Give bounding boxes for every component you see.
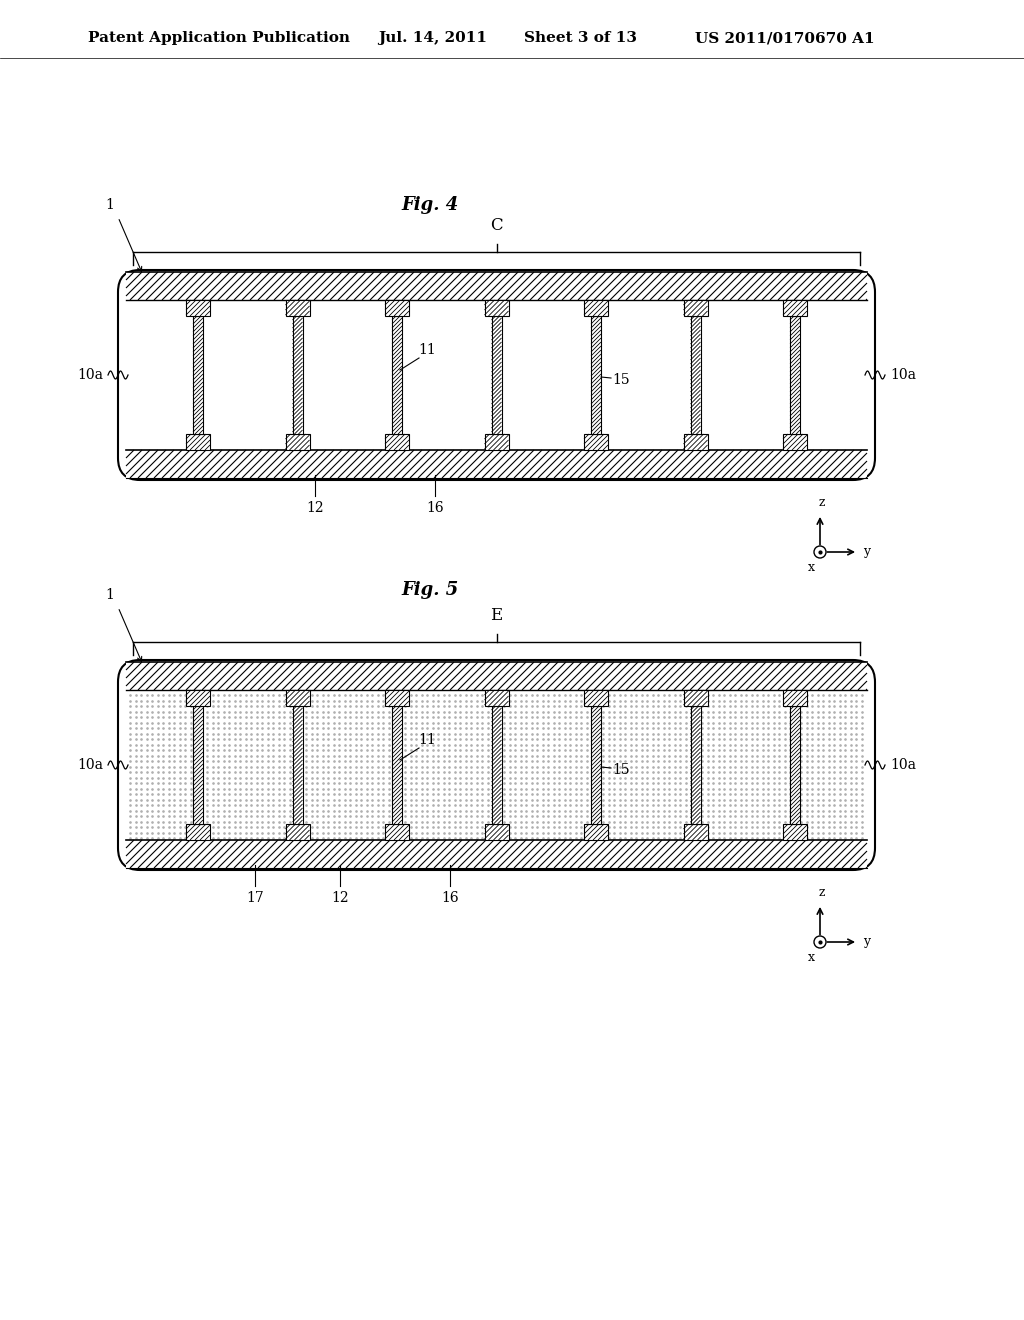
Bar xyxy=(193,706,203,824)
Bar xyxy=(286,300,309,315)
Text: 15: 15 xyxy=(612,763,630,777)
Text: US 2011/0170670 A1: US 2011/0170670 A1 xyxy=(695,30,874,45)
Text: Patent Application Publication: Patent Application Publication xyxy=(88,30,350,45)
Bar xyxy=(193,315,203,434)
Text: y: y xyxy=(863,936,870,949)
Bar xyxy=(392,706,402,824)
FancyBboxPatch shape xyxy=(118,660,874,870)
Bar xyxy=(690,315,700,434)
Bar xyxy=(186,824,210,840)
Bar xyxy=(186,434,210,450)
Text: 12: 12 xyxy=(306,502,324,515)
Bar xyxy=(683,300,708,315)
Bar xyxy=(591,315,601,434)
Text: x: x xyxy=(808,950,814,964)
Bar xyxy=(783,434,807,450)
Bar xyxy=(790,315,800,434)
Bar xyxy=(683,824,708,840)
Text: y: y xyxy=(863,545,870,558)
Bar xyxy=(186,690,210,706)
Circle shape xyxy=(814,546,826,558)
Bar xyxy=(591,706,601,824)
Bar xyxy=(484,434,509,450)
Text: E: E xyxy=(490,607,503,624)
Text: z: z xyxy=(819,886,825,899)
Bar xyxy=(293,706,302,824)
Text: 17: 17 xyxy=(246,891,264,906)
Bar xyxy=(783,690,807,706)
Text: z: z xyxy=(819,496,825,510)
Text: 1: 1 xyxy=(105,587,115,602)
Text: 10a: 10a xyxy=(890,368,916,381)
Text: 11: 11 xyxy=(418,343,436,356)
Bar xyxy=(385,434,409,450)
Text: 12: 12 xyxy=(331,891,349,906)
Text: Fig. 5: Fig. 5 xyxy=(401,581,459,599)
Bar xyxy=(492,315,502,434)
Bar xyxy=(683,434,708,450)
Bar xyxy=(584,434,608,450)
Bar xyxy=(286,690,309,706)
Text: 11: 11 xyxy=(418,733,436,747)
Bar xyxy=(584,300,608,315)
Bar xyxy=(584,824,608,840)
Bar xyxy=(286,434,309,450)
Bar xyxy=(484,824,509,840)
Bar xyxy=(783,300,807,315)
Text: 10a: 10a xyxy=(890,758,916,772)
Bar xyxy=(392,315,402,434)
Bar xyxy=(126,450,867,478)
Text: 16: 16 xyxy=(441,891,459,906)
Text: 16: 16 xyxy=(426,502,443,515)
Bar xyxy=(783,824,807,840)
Bar xyxy=(385,300,409,315)
Bar xyxy=(683,690,708,706)
Bar xyxy=(126,272,867,300)
Text: 15: 15 xyxy=(612,374,630,387)
Bar xyxy=(293,315,302,434)
Text: Sheet 3 of 13: Sheet 3 of 13 xyxy=(524,30,637,45)
Bar xyxy=(484,690,509,706)
Bar xyxy=(186,300,210,315)
Text: x: x xyxy=(808,561,814,574)
Bar xyxy=(385,824,409,840)
Bar xyxy=(584,690,608,706)
Bar xyxy=(790,706,800,824)
Text: C: C xyxy=(490,216,503,234)
Text: 10a: 10a xyxy=(77,758,103,772)
Bar xyxy=(126,663,867,690)
Bar xyxy=(484,300,509,315)
Bar xyxy=(690,706,700,824)
Bar xyxy=(286,824,309,840)
Bar xyxy=(385,690,409,706)
Text: Jul. 14, 2011: Jul. 14, 2011 xyxy=(378,30,487,45)
Bar xyxy=(126,840,867,869)
Text: 10a: 10a xyxy=(77,368,103,381)
FancyBboxPatch shape xyxy=(118,271,874,480)
Text: Fig. 4: Fig. 4 xyxy=(401,195,459,214)
Text: 1: 1 xyxy=(105,198,115,213)
Circle shape xyxy=(814,936,826,948)
Bar xyxy=(492,706,502,824)
